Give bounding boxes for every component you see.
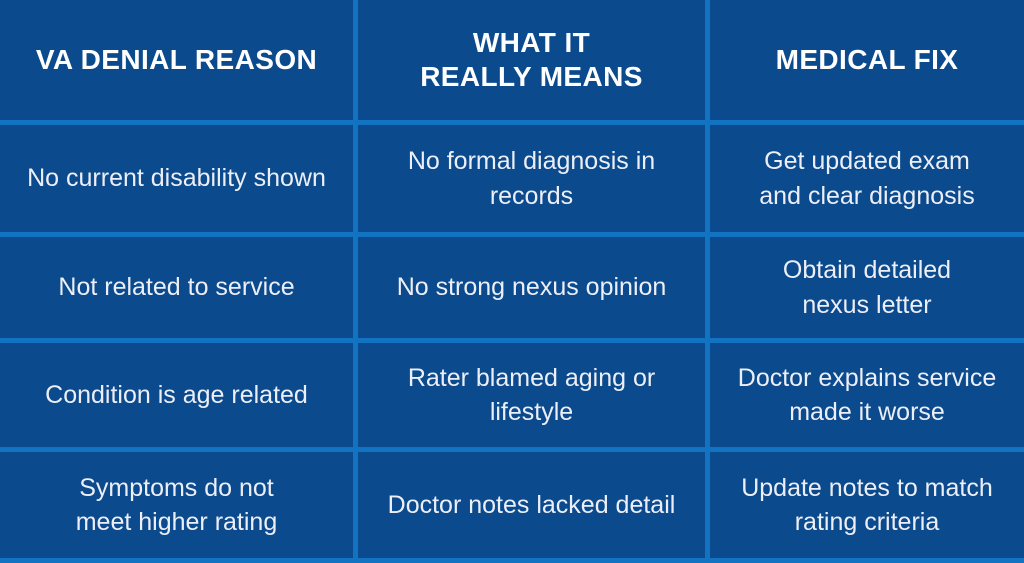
cell-row4-denial-reason: Symptoms do not meet higher rating — [0, 452, 353, 558]
cell-row2-meaning: No strong nexus opinion — [358, 237, 705, 338]
cell-row4-medical-fix: Update notes to match rating criteria — [710, 452, 1024, 558]
cell-row3-denial-reason: Condition is age related — [0, 343, 353, 447]
cell-row2-denial-reason: Not related to service — [0, 237, 353, 338]
cell-row1-meaning: No formal diagnosis in records — [358, 125, 705, 232]
cell-row4-meaning: Doctor notes lacked detail — [358, 452, 705, 558]
header-cell-what-it-really-means: WHAT IT REALLY MEANS — [358, 0, 705, 120]
cell-row3-meaning: Rater blamed aging or lifestyle — [358, 343, 705, 447]
cell-row2-medical-fix: Obtain detailed nexus letter — [710, 237, 1024, 338]
cell-row1-medical-fix: Get updated exam and clear diagnosis — [710, 125, 1024, 232]
cell-row1-denial-reason: No current disability shown — [0, 125, 353, 232]
header-cell-medical-fix: MEDICAL FIX — [710, 0, 1024, 120]
header-cell-va-denial-reason: VA DENIAL REASON — [0, 0, 353, 120]
cell-row3-medical-fix: Doctor explains service made it worse — [710, 343, 1024, 447]
